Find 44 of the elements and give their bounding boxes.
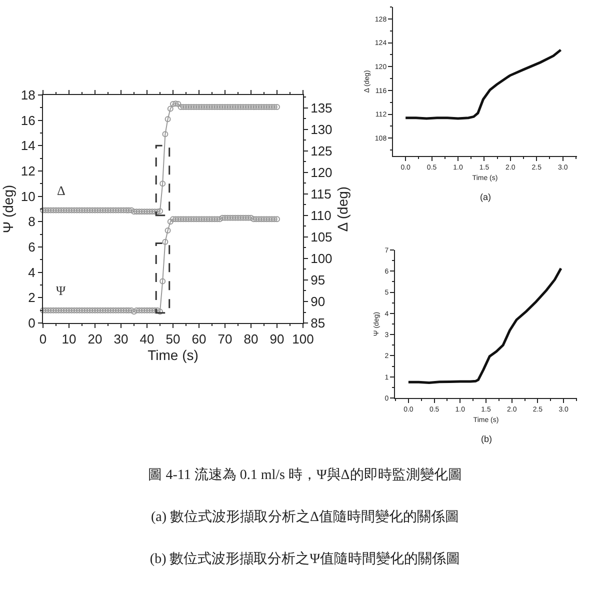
y-axis-title: Ψ (deg): [0, 184, 16, 234]
x-tick-label: 0: [39, 332, 47, 347]
x-tick-label: 90: [270, 332, 284, 347]
y2-tick-label: 85: [310, 316, 326, 331]
y-tick-label: 16: [20, 112, 36, 128]
y2-tick-label: 130: [310, 122, 332, 137]
text: (a): [480, 192, 491, 202]
x-tick-label: 40: [140, 332, 154, 347]
x-tick-label: 50: [166, 332, 180, 347]
y2-tick-label: 105: [310, 230, 332, 245]
text: (b): [481, 434, 492, 444]
y2-tick-label: 120: [310, 164, 332, 180]
y-tick-label: 14: [20, 138, 36, 154]
y2-tick-label: 115: [310, 186, 332, 202]
y2-axis-title: Δ (deg): [334, 186, 351, 232]
y2-tick-label: 100: [310, 251, 332, 266]
line-series: [407, 267, 562, 384]
y2-tick-label: 90: [310, 294, 326, 310]
y-tick-label: 2: [28, 290, 36, 306]
x-axis-title: Time (s): [148, 346, 198, 363]
y2-tick-label: 110: [310, 208, 332, 223]
x-tick-label: 30: [114, 332, 128, 347]
y-tick-label: 8: [28, 214, 36, 230]
y2-tick-label: 135: [310, 100, 332, 116]
x-tick-label: 20: [88, 332, 102, 347]
y-tick-label: 10: [20, 188, 36, 204]
x-tick-label: 100: [292, 332, 314, 347]
y-tick-label: 18: [20, 88, 36, 103]
x-tick-label: 80: [244, 332, 258, 347]
series-label: Ψ: [56, 283, 66, 298]
y-tick-label: 0: [28, 316, 36, 331]
x-tick-label: 10: [62, 332, 76, 347]
text: (b) 數位式波形擷取分析之Ψ值隨時間變化的關係圖: [148, 550, 462, 569]
y2-tick-label: 95: [310, 272, 326, 288]
caption: 圖 4-11 流速為 0.1 ml/s 時，Ψ與Δ的即時監測變化圖: [147, 466, 463, 485]
y-tick-label: 6: [28, 240, 36, 255]
y-tick-label: 12: [20, 164, 36, 179]
x-tick-label: 60: [192, 332, 206, 347]
text: (a) 數位式波形擷取分析之Δ值隨時間變化的關係圖: [150, 508, 460, 527]
line-series: [404, 48, 562, 120]
y2-tick-label: 125: [310, 143, 332, 158]
x-tick-label: 70: [218, 332, 232, 347]
y-tick-label: 4: [28, 264, 36, 280]
series-label: Δ: [57, 183, 66, 198]
